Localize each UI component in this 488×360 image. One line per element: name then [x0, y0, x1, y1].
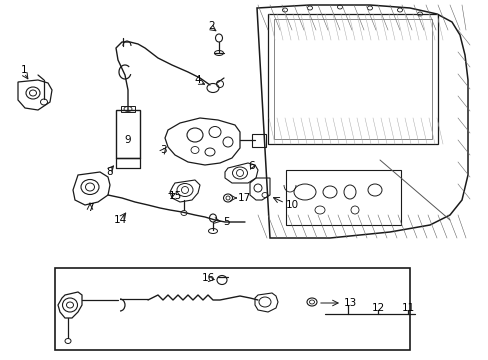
Text: 2: 2	[208, 21, 215, 31]
Bar	[251, 134, 265, 147]
Bar	[116, 110, 140, 158]
Text: 5: 5	[222, 217, 229, 227]
Text: 15: 15	[168, 191, 181, 201]
Text: 3: 3	[160, 145, 166, 155]
Text: 8: 8	[106, 167, 113, 177]
Text: 9: 9	[124, 135, 131, 145]
Text: 16: 16	[201, 273, 214, 283]
Text: 4: 4	[194, 75, 201, 85]
Text: 12: 12	[370, 303, 384, 313]
Text: 13: 13	[343, 298, 356, 308]
Text: 6: 6	[248, 161, 255, 171]
Bar	[121, 106, 135, 112]
Bar	[285, 170, 400, 225]
Bar	[273, 19, 431, 139]
Text: 11: 11	[401, 303, 414, 313]
Bar	[55, 268, 409, 350]
Text: 10: 10	[285, 200, 298, 210]
Text: 7: 7	[86, 203, 93, 213]
Text: 17: 17	[237, 193, 250, 203]
Bar	[267, 14, 437, 144]
Text: 1: 1	[20, 65, 27, 75]
Text: 14: 14	[113, 215, 126, 225]
